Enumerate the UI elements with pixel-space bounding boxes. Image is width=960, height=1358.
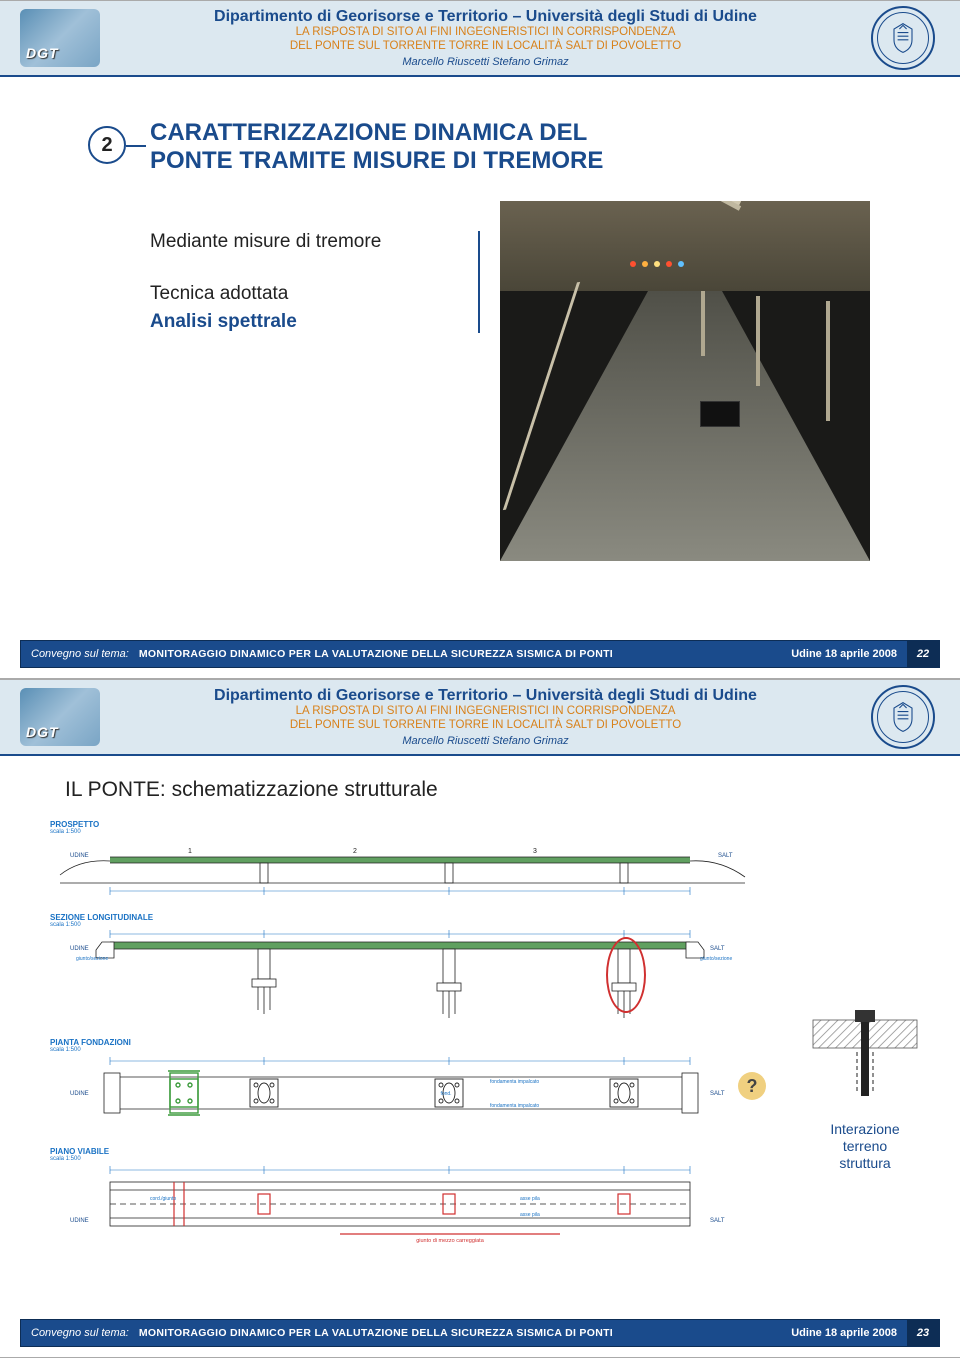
slide-title: CARATTERIZZAZIONE DINAMICA DEL PONTE TRA…: [150, 119, 603, 174]
slide-footer: Convegno sul tema: MONITORAGGIO DINAMICO…: [20, 640, 940, 668]
header-subtitle-2: DEL PONTE SUL TORRENTE TORRE IN LOCALITÀ…: [110, 719, 861, 733]
header-dept: Dipartimento di Georisorse e Territorio …: [110, 687, 861, 705]
header-dept: Dipartimento di Georisorse e Territorio …: [110, 8, 861, 26]
prospetto-svg: 1 2 3 UDINE SALT: [50, 835, 750, 899]
section-number-badge: 2: [88, 126, 126, 164]
slide-22: DGT Dipartimento di Georisorse e Territo…: [0, 0, 960, 679]
pianta-foundation-mid: fond.: [440, 1091, 451, 1097]
dgt-logo: DGT: [20, 688, 100, 746]
header-authors: Marcello Riuscetti Stefano Grimaz: [110, 735, 861, 747]
header-subtitle-2: DEL PONTE SUL TORRENTE TORRE IN LOCALITÀ…: [110, 40, 861, 54]
sezione-label: SEZIONE LONGITUDINALE: [50, 913, 770, 922]
pianta-right-city: SALT: [710, 1091, 725, 1097]
page-number: 22: [907, 640, 939, 668]
header-text-block: Dipartimento di Georisorse e Territorio …: [100, 683, 871, 751]
sezione-right-city: SALT: [710, 946, 725, 952]
pianta-left-city: UDINE: [70, 1091, 89, 1097]
dgt-logo-text: DGT: [26, 45, 59, 61]
slide-23: DGT Dipartimento di Georisorse e Territo…: [0, 679, 960, 1358]
light-dot: [630, 261, 636, 267]
soil-pile-detail-svg: [805, 1010, 925, 1106]
pianta-foundation-label-2: fondamenta impalcato: [490, 1103, 539, 1109]
viabile-center-note: giunto di mezzo carreggiata: [416, 1238, 485, 1244]
slide-title-line2: PONTE TRAMITE MISURE DI TREMORE: [150, 147, 603, 174]
photo-lights: [630, 261, 684, 267]
light-dot: [666, 261, 672, 267]
header-text-block: Dipartimento di Georisorse e Territorio …: [100, 4, 871, 72]
prospetto-label: PROSPETTO: [50, 820, 770, 829]
sezione-note-right: giunto/sezione: [700, 956, 732, 962]
drawing-viabile: PIANO VIABILE scala 1:500: [50, 1147, 770, 1252]
viabile-ax-label: asse pila: [520, 1196, 540, 1202]
slide-footer: Convegno sul tema: MONITORAGGIO DINAMICO…: [20, 1319, 940, 1347]
footer-left-label: Convegno sul tema:: [21, 648, 139, 660]
soil-structure-detail: Interazione terreno struttura: [800, 1010, 930, 1171]
viabile-label: PIANO VIABILE: [50, 1147, 770, 1156]
footer-date: Udine 18 aprile 2008: [781, 1327, 907, 1339]
interaction-label-l1: Interazione: [830, 1121, 899, 1137]
span-label: 3: [533, 848, 537, 855]
viabile-right-city: SALT: [710, 1218, 725, 1224]
drawing-pianta: PIANTA FONDAZIONI scala 1:500: [50, 1038, 770, 1133]
pianta-label: PIANTA FONDAZIONI: [50, 1038, 770, 1047]
interaction-label-l3: struttura: [839, 1155, 890, 1171]
pianta-svg: UDINE SALT fondamenta impalcato fondamen…: [50, 1053, 750, 1133]
drawing-sezione: SEZIONE LONGITUDINALE scala 1:500: [50, 913, 770, 1024]
slide1-left-column: Mediante misure di tremore Tecnica adott…: [150, 231, 480, 333]
header-authors: Marcello Riuscetti Stefano Grimaz: [110, 56, 861, 68]
footer-date: Udine 18 aprile 2008: [781, 648, 907, 660]
technique-value: Analisi spettrale: [150, 311, 468, 333]
slide2-title: IL PONTE: schematizzazione strutturale: [65, 778, 438, 802]
highlight-ellipse-icon: [606, 937, 646, 1013]
drawing-prospetto: PROSPETTO scala 1:500 1 2 3: [50, 820, 770, 899]
page-number: 23: [907, 1319, 939, 1347]
dgt-logo-text: DGT: [26, 724, 59, 740]
light-dot: [678, 261, 684, 267]
slide-header: DGT Dipartimento di Georisorse e Territo…: [0, 1, 960, 77]
question-badge: ?: [738, 1072, 766, 1100]
slide-title-line1: CARATTERIZZAZIONE DINAMICA DEL: [150, 119, 587, 146]
interaction-label: Interazione terreno struttura: [800, 1121, 930, 1171]
light-dot: [654, 261, 660, 267]
bridge-night-photo: [500, 201, 870, 561]
sezione-left-city: UDINE: [70, 946, 89, 952]
slide-header: DGT Dipartimento di Georisorse e Territo…: [0, 680, 960, 756]
section-number-connector: [126, 145, 146, 147]
viabile-ax-label-2: asse pila: [520, 1212, 540, 1218]
light-dot: [642, 261, 648, 267]
bridge-drawings: PROSPETTO scala 1:500 1 2 3: [50, 820, 770, 1290]
prospetto-right-city: SALT: [718, 853, 733, 859]
viabile-joint-label: cord./giunto: [150, 1196, 176, 1202]
span-label: 1: [188, 848, 192, 855]
viabile-left-city: UDINE: [70, 1218, 89, 1224]
dgt-logo: DGT: [20, 9, 100, 67]
footer-left-label: Convegno sul tema:: [21, 1327, 139, 1339]
slide1-subtitle: Mediante misure di tremore: [150, 231, 468, 253]
span-label: 2: [353, 848, 357, 855]
viabile-svg: UDINE SALT cord./giunto asse pila asse p…: [50, 1162, 750, 1252]
header-subtitle-1: LA RISPOSTA DI SITO AI FINI INGEGNERISTI…: [110, 705, 861, 719]
header-subtitle-1: LA RISPOSTA DI SITO AI FINI INGEGNERISTI…: [110, 26, 861, 40]
pianta-foundation-label-1: fondamenta impalcato: [490, 1079, 539, 1085]
university-seal-icon: [871, 6, 935, 70]
prospetto-left-city: UDINE: [70, 853, 89, 859]
university-seal-icon: [871, 685, 935, 749]
technique-label: Tecnica adottata: [150, 283, 468, 305]
footer-conference-title: MONITORAGGIO DINAMICO PER LA VALUTAZIONE…: [139, 648, 781, 660]
sezione-note-left: giunto/sezione: [76, 956, 108, 962]
interaction-label-l2: terreno: [843, 1138, 887, 1154]
footer-conference-title: MONITORAGGIO DINAMICO PER LA VALUTAZIONE…: [139, 1327, 781, 1339]
